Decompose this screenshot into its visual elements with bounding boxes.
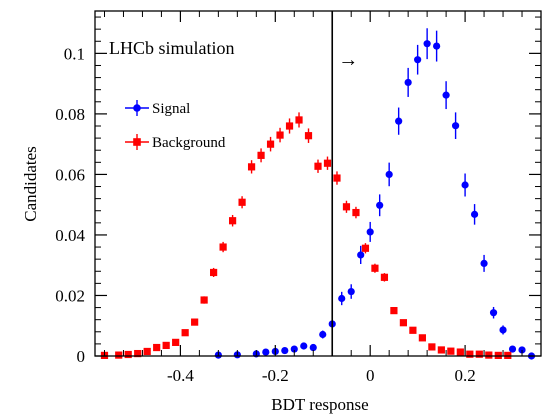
signal-point xyxy=(319,330,327,339)
background-point xyxy=(399,319,408,327)
legend-marker xyxy=(133,104,141,112)
signal-point xyxy=(347,287,355,296)
legend: Signal Background xyxy=(125,100,226,151)
background-point xyxy=(361,244,370,252)
background-point xyxy=(210,268,218,277)
background-point xyxy=(219,243,227,251)
background-point xyxy=(228,217,237,225)
background-point xyxy=(342,203,351,211)
background-point xyxy=(390,307,398,315)
background-point xyxy=(333,174,341,182)
signal-point xyxy=(433,42,441,50)
background-point xyxy=(380,273,389,281)
signal-point xyxy=(395,117,403,125)
background-point xyxy=(447,347,455,355)
annotation-text: LHCb simulation xyxy=(109,38,235,58)
background-point xyxy=(466,350,474,358)
signal-point xyxy=(290,345,298,353)
signal-point xyxy=(281,346,289,355)
background-point xyxy=(200,296,208,304)
signal-point xyxy=(499,326,507,334)
y-axis-label: Candidates xyxy=(21,146,40,222)
signal-point xyxy=(262,348,270,356)
y-tick-label: 0 xyxy=(77,347,86,366)
background-point xyxy=(352,208,360,217)
x-tick-label: -0.4 xyxy=(167,366,194,385)
background-point xyxy=(323,159,332,167)
background-point xyxy=(143,347,151,356)
background-point xyxy=(437,346,445,354)
signal-point xyxy=(470,210,479,218)
background-point xyxy=(428,343,436,351)
x-tick-label: -0.2 xyxy=(262,366,289,385)
y-tick-label: 0.04 xyxy=(55,226,85,245)
background-point xyxy=(276,131,284,139)
legend-marker xyxy=(133,138,141,146)
background-point xyxy=(475,350,483,358)
signal-point xyxy=(338,294,346,303)
background-point xyxy=(295,116,303,124)
background-point xyxy=(257,151,265,159)
background-point xyxy=(172,338,180,346)
chart-axes: -0.4 -0.2 0 0.2 0 0.02 0.04 0.06 0.08 0.1 xyxy=(55,11,542,385)
background-point xyxy=(418,334,426,342)
x-axis-label: BDT response xyxy=(271,395,368,414)
signal-point xyxy=(385,170,393,179)
chart-marks xyxy=(100,28,536,360)
background-point xyxy=(181,329,189,337)
legend-entry-signal: Signal xyxy=(125,100,190,117)
signal-point xyxy=(309,343,317,352)
signal-point xyxy=(451,122,460,130)
background-point xyxy=(162,341,170,350)
signal-point xyxy=(508,345,517,353)
signal-point xyxy=(414,56,422,64)
legend-label: Signal xyxy=(152,101,190,117)
background-point xyxy=(304,132,313,140)
legend-entry-background: Background xyxy=(125,134,226,151)
y-tick-label: 0.06 xyxy=(55,165,85,184)
x-tick-label: 0 xyxy=(366,366,375,385)
signal-point xyxy=(423,40,431,48)
signal-point xyxy=(300,342,308,350)
background-point xyxy=(134,349,142,358)
signal-point xyxy=(518,346,526,354)
background-point xyxy=(409,326,417,334)
y-tick-label: 0.08 xyxy=(55,105,85,124)
background-point xyxy=(238,198,246,206)
signal-point xyxy=(461,181,469,189)
signal-point xyxy=(366,228,374,236)
signal-point xyxy=(489,309,498,317)
background-point xyxy=(266,140,275,148)
signal-point xyxy=(404,78,412,87)
signal-point xyxy=(357,251,365,259)
plot-frame xyxy=(94,10,542,357)
background-point xyxy=(153,343,161,352)
background-point xyxy=(115,351,123,359)
signal-point xyxy=(442,91,450,99)
background-point xyxy=(191,318,199,326)
y-tick-label: 0.02 xyxy=(55,286,85,305)
cut-arrow-icon: → xyxy=(338,49,358,71)
background-point xyxy=(314,162,322,170)
legend-label: Background xyxy=(152,135,226,151)
background-point xyxy=(456,348,464,356)
background-point xyxy=(485,351,493,359)
background-point xyxy=(285,122,294,130)
x-tick-label: 0.2 xyxy=(454,366,475,385)
background-point xyxy=(124,350,132,359)
series-background xyxy=(100,112,512,359)
series-signal xyxy=(214,28,536,360)
background-point xyxy=(247,163,256,171)
signal-point xyxy=(480,259,488,267)
background-point xyxy=(371,264,379,272)
y-tick-label: 0.1 xyxy=(64,44,85,63)
signal-point xyxy=(376,201,384,209)
